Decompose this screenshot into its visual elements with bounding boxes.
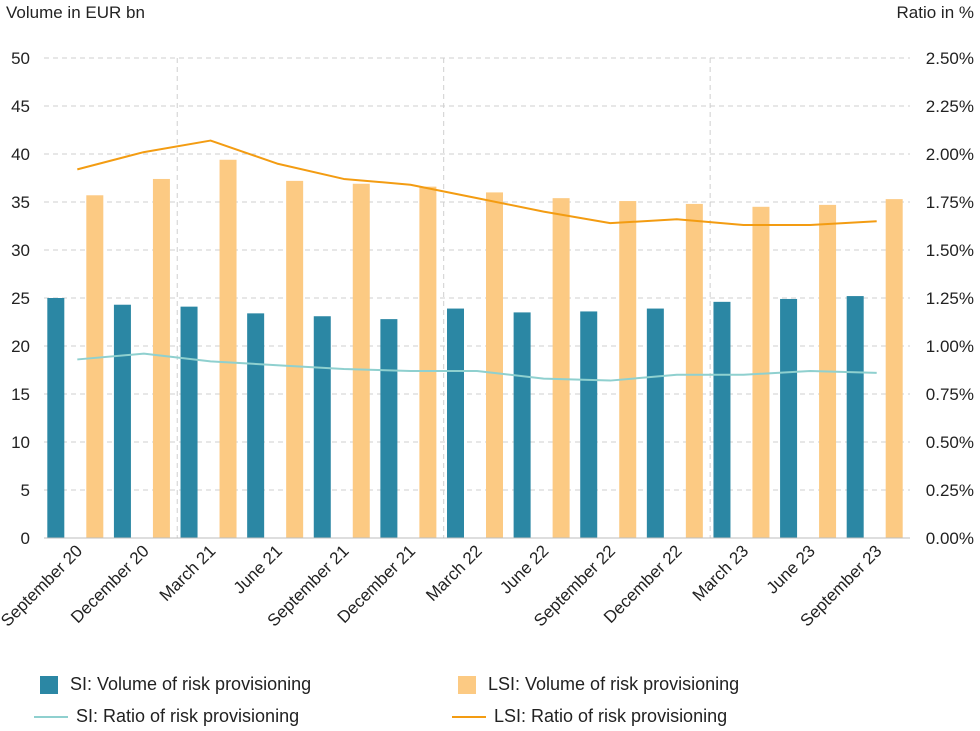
lsi-volume-bar xyxy=(752,206,770,539)
si-volume-bar xyxy=(113,304,131,538)
legend-item-lsi-ratio: LSI: Ratio of risk provisioning xyxy=(452,706,727,727)
right-tick-label: 2.25% xyxy=(926,97,974,116)
legend-swatch-si-ratio xyxy=(34,715,68,718)
combo-chart: Volume in EUR bn Ratio in % 0 0.00% 5 0.25%… xyxy=(0,3,974,630)
x-tick-label: June 23 xyxy=(763,541,819,597)
x-tick-label: March 23 xyxy=(689,541,753,605)
left-tick-label: 50 xyxy=(11,49,30,68)
left-tick-label: 25 xyxy=(11,289,30,308)
legend-swatch-lsi-ratio xyxy=(452,715,486,718)
si-volume-bar xyxy=(513,312,531,538)
legend-label-si-ratio: SI: Ratio of risk provisioning xyxy=(76,706,300,726)
lsi-volume-bar xyxy=(152,178,170,538)
x-tick-label: March 22 xyxy=(422,541,486,605)
left-tick-label: 15 xyxy=(11,385,30,404)
left-axis-title: Volume in EUR bn xyxy=(6,3,145,22)
lsi-volume-bar xyxy=(219,159,237,538)
si-volume-bar xyxy=(380,319,398,538)
si-volume-bar xyxy=(47,298,65,538)
right-tick-label: 0.75% xyxy=(926,385,974,404)
lsi-volume-bar xyxy=(352,183,370,538)
si-volume-bar xyxy=(780,298,798,538)
right-tick-label: 0.50% xyxy=(926,433,974,452)
lsi-volume-bar xyxy=(419,186,437,538)
right-tick-label: 1.25% xyxy=(926,289,974,308)
right-tick-label: 1.75% xyxy=(926,193,974,212)
left-tick-label: 5 xyxy=(21,481,30,500)
legend-swatch-si-volume xyxy=(40,675,58,694)
legend-item-si-volume: SI: Volume of risk provisioning xyxy=(40,674,311,695)
x-tick-label: March 21 xyxy=(156,541,220,605)
x-tick-label: June 21 xyxy=(230,541,286,597)
left-tick-label: 35 xyxy=(11,193,30,212)
lsi-volume-bar xyxy=(619,201,637,539)
right-tick-label: 1.50% xyxy=(926,241,974,260)
si-volume-bar xyxy=(580,311,598,538)
right-tick-label: 2.00% xyxy=(926,145,974,164)
lsi-volume-bar xyxy=(86,195,104,538)
legend-item-si-ratio: SI: Ratio of risk provisioning xyxy=(34,706,299,727)
right-axis-title: Ratio in % xyxy=(897,3,974,22)
si-volume-bar xyxy=(646,308,664,538)
si-volume-bar xyxy=(180,306,198,538)
legend-item-lsi-volume: LSI: Volume of risk provisioning xyxy=(458,674,739,695)
legend-swatch-lsi-volume xyxy=(458,675,476,694)
line-series-group xyxy=(77,139,877,382)
lsi-volume-bar xyxy=(286,180,304,538)
left-tick-label: 0 xyxy=(21,529,30,548)
left-tick-label: 45 xyxy=(11,97,30,116)
bar-series-group xyxy=(47,159,903,539)
right-tick-label: 1.00% xyxy=(926,337,974,356)
si-volume-bar xyxy=(313,316,331,538)
right-tick-label: 2.50% xyxy=(926,49,974,68)
lsi-ratio-line xyxy=(77,139,877,227)
legend: SI: Volume of risk provisioning LSI: Vol… xyxy=(0,668,980,731)
legend-label-lsi-ratio: LSI: Ratio of risk provisioning xyxy=(494,706,728,726)
left-tick-label: 10 xyxy=(11,433,30,452)
right-tick-label: 0.25% xyxy=(926,481,974,500)
left-tick-label: 20 xyxy=(11,337,30,356)
legend-label-si-volume: SI: Volume of risk provisioning xyxy=(70,674,312,694)
lsi-volume-bar xyxy=(885,199,903,538)
si-volume-bar xyxy=(846,296,864,538)
left-tick-label: 40 xyxy=(11,145,30,164)
x-tick-label: June 22 xyxy=(496,541,552,597)
right-tick-label: 0.00% xyxy=(926,529,974,548)
si-volume-bar xyxy=(713,301,731,538)
si-volume-bar xyxy=(447,308,464,538)
lsi-volume-bar xyxy=(486,192,503,538)
si-volume-bar xyxy=(247,313,265,538)
legend-label-lsi-volume: LSI: Volume of risk provisioning xyxy=(488,674,740,694)
lsi-volume-bar xyxy=(685,203,703,539)
lsi-volume-bar xyxy=(552,198,570,538)
left-tick-label: 30 xyxy=(11,241,30,260)
si-ratio-line xyxy=(77,352,877,382)
